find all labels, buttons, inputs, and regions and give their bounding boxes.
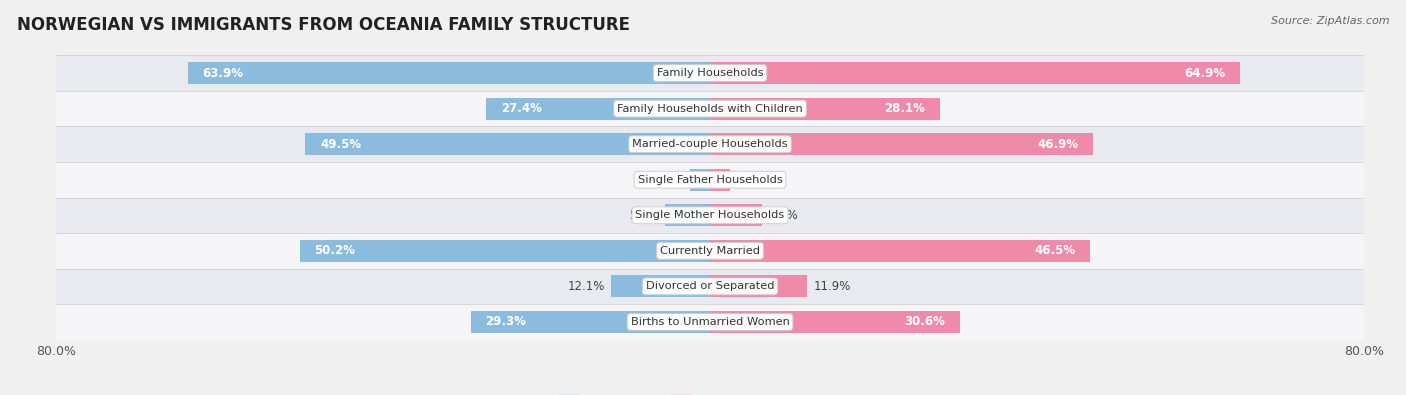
Text: Divorced or Separated: Divorced or Separated [645, 281, 775, 292]
Text: 11.9%: 11.9% [814, 280, 851, 293]
Text: 5.5%: 5.5% [628, 209, 658, 222]
Text: 46.9%: 46.9% [1038, 138, 1078, 150]
Bar [471, 311, 710, 333]
Text: Married-couple Households: Married-couple Households [633, 139, 787, 149]
Bar [710, 62, 1240, 84]
Text: 2.4%: 2.4% [654, 173, 683, 186]
Bar [486, 98, 710, 120]
FancyBboxPatch shape [56, 269, 1364, 304]
Text: 27.4%: 27.4% [501, 102, 541, 115]
Bar [665, 204, 710, 226]
Bar [710, 133, 1094, 155]
Text: 30.6%: 30.6% [904, 316, 945, 328]
Text: 64.9%: 64.9% [1185, 67, 1226, 79]
FancyBboxPatch shape [56, 126, 1364, 162]
Text: 46.5%: 46.5% [1035, 245, 1076, 257]
Text: 50.2%: 50.2% [315, 245, 356, 257]
Text: NORWEGIAN VS IMMIGRANTS FROM OCEANIA FAMILY STRUCTURE: NORWEGIAN VS IMMIGRANTS FROM OCEANIA FAM… [17, 16, 630, 34]
FancyBboxPatch shape [56, 304, 1364, 340]
Text: 2.5%: 2.5% [737, 173, 766, 186]
Bar [710, 240, 1090, 262]
Bar [710, 275, 807, 297]
Bar [710, 169, 731, 191]
FancyBboxPatch shape [56, 91, 1364, 126]
Text: Single Mother Households: Single Mother Households [636, 210, 785, 220]
Text: 6.3%: 6.3% [768, 209, 797, 222]
Text: Births to Unmarried Women: Births to Unmarried Women [631, 317, 789, 327]
FancyBboxPatch shape [56, 233, 1364, 269]
Text: Source: ZipAtlas.com: Source: ZipAtlas.com [1271, 16, 1389, 26]
Bar [690, 169, 710, 191]
Bar [710, 204, 762, 226]
Text: Family Households with Children: Family Households with Children [617, 103, 803, 114]
FancyBboxPatch shape [56, 162, 1364, 198]
Bar [612, 275, 710, 297]
Text: 12.1%: 12.1% [567, 280, 605, 293]
Text: 63.9%: 63.9% [202, 67, 243, 79]
Text: 29.3%: 29.3% [485, 316, 526, 328]
Bar [710, 98, 939, 120]
FancyBboxPatch shape [56, 55, 1364, 91]
Text: Currently Married: Currently Married [659, 246, 761, 256]
Bar [299, 240, 710, 262]
Legend: Norwegian, Immigrants from Oceania: Norwegian, Immigrants from Oceania [553, 390, 868, 395]
Text: Family Households: Family Households [657, 68, 763, 78]
Text: 49.5%: 49.5% [321, 138, 361, 150]
Bar [710, 311, 960, 333]
Bar [305, 133, 710, 155]
Text: 28.1%: 28.1% [884, 102, 925, 115]
Bar [188, 62, 710, 84]
FancyBboxPatch shape [56, 198, 1364, 233]
Text: Single Father Households: Single Father Households [638, 175, 782, 185]
